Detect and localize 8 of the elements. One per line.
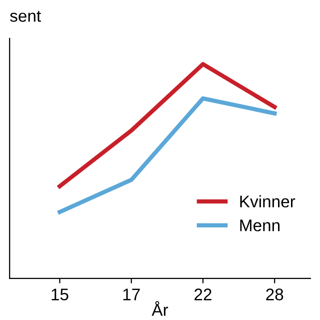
legend-label: Kvinner [240,195,296,208]
x-axis-title: År [152,301,168,316]
x-tick-label: 15 [52,288,68,300]
y-axis-title: sent [10,10,41,22]
x-tick-label: 28 [266,288,284,300]
x-tick-label: 17 [123,288,140,300]
x-tick-label: 22 [194,288,212,300]
legend-label: Menn [240,220,280,232]
